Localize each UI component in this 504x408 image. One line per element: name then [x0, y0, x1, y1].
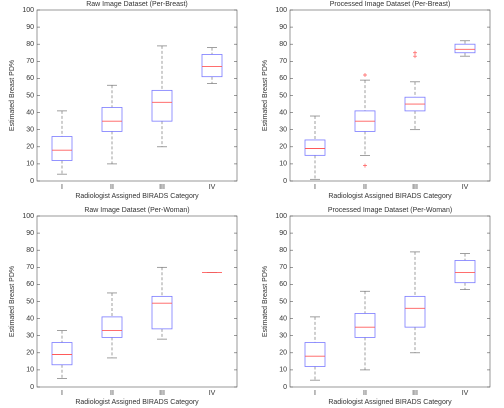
y-tick-label: 100 [22, 213, 34, 220]
box [201, 54, 223, 78]
y-tick-label: 60 [279, 75, 287, 82]
y-axis-label: Estimated Breast PD% [262, 60, 269, 131]
y-tick-label: 0 [283, 178, 287, 185]
x-tick-label: IV [462, 390, 469, 397]
y-tick-label: 10 [26, 367, 34, 374]
box [101, 107, 123, 132]
y-tick-label: 70 [26, 58, 34, 65]
y-tick-label: 0 [30, 384, 34, 391]
x-axis-label: Radiologist Assigned BIRADS Category [328, 193, 452, 200]
outlier [413, 54, 417, 59]
box [304, 342, 326, 367]
box [51, 136, 73, 161]
x-axis-label: Radiologist Assigned BIRADS Category [75, 399, 199, 406]
y-tick-label: 10 [279, 161, 287, 168]
subplot: Raw Image Dataset (Per-Breast) Radiologis… [9, 1, 238, 200]
y-axis-label: Estimated Breast PD% [9, 60, 16, 131]
x-tick-label: IV [462, 184, 469, 191]
y-tick-label: 70 [279, 264, 287, 271]
x-tick-label: III [159, 390, 165, 397]
y-tick-label: 40 [26, 315, 34, 322]
subplot: Raw Image Dataset (Per-Woman) Radiologist… [9, 207, 238, 406]
box [354, 313, 376, 338]
y-axis-label: Estimated Breast PD% [9, 266, 16, 337]
x-tick-label: I [314, 390, 316, 397]
y-tick-label: 90 [279, 24, 287, 31]
subplot: Processed Image Dataset (Per-Woman) Radio… [262, 207, 491, 406]
x-tick-label: I [61, 390, 63, 397]
y-tick-label: 40 [26, 109, 34, 116]
y-tick-label: 80 [279, 247, 287, 254]
y-tick-label: 100 [275, 213, 287, 220]
box [404, 295, 426, 328]
y-tick-label: 90 [26, 230, 34, 237]
y-tick-label: 20 [26, 144, 34, 151]
x-axis-label: Radiologist Assigned BIRADS Category [75, 193, 199, 200]
outlier [363, 163, 367, 168]
y-tick-label: 60 [26, 281, 34, 288]
box [454, 43, 476, 54]
y-tick-label: 50 [26, 298, 34, 305]
box [151, 295, 173, 330]
y-tick-label: 40 [279, 109, 287, 116]
y-tick-label: 30 [26, 127, 34, 134]
plot-area [36, 9, 238, 182]
box [454, 260, 476, 284]
y-tick-label: 80 [26, 41, 34, 48]
y-tick-label: 30 [279, 333, 287, 340]
y-tick-label: 60 [279, 281, 287, 288]
y-tick-label: 70 [279, 58, 287, 65]
chart-title: Processed Image Dataset (Per-Woman) [328, 207, 452, 214]
y-tick-label: 20 [26, 350, 34, 357]
y-tick-label: 0 [283, 384, 287, 391]
y-tick-label: 40 [279, 315, 287, 322]
y-tick-label: 10 [279, 367, 287, 374]
y-tick-label: 100 [275, 7, 287, 14]
box [101, 316, 123, 338]
x-tick-label: II [363, 184, 367, 191]
x-tick-label: I [314, 184, 316, 191]
y-tick-label: 80 [279, 41, 287, 48]
y-tick-label: 10 [26, 161, 34, 168]
plot-area [289, 215, 491, 388]
y-tick-label: 70 [26, 264, 34, 271]
y-tick-label: 90 [279, 230, 287, 237]
y-tick-label: 30 [26, 333, 34, 340]
outlier [413, 50, 417, 55]
plot-area [36, 215, 238, 388]
y-tick-label: 50 [26, 92, 34, 99]
y-tick-label: 30 [279, 127, 287, 134]
y-tick-label: 20 [279, 350, 287, 357]
x-axis-label: Radiologist Assigned BIRADS Category [328, 399, 452, 406]
plot-area [289, 9, 491, 182]
y-tick-label: 50 [279, 298, 287, 305]
x-tick-label: III [159, 184, 165, 191]
outlier [363, 72, 367, 77]
box [151, 89, 173, 122]
x-tick-label: I [61, 184, 63, 191]
x-tick-label: III [412, 184, 418, 191]
subplot: Processed Image Dataset (Per-Breast) Radi… [262, 1, 491, 200]
y-axis-label: Estimated Breast PD% [262, 266, 269, 337]
y-tick-label: 0 [30, 178, 34, 185]
chart-title: Raw Image Dataset (Per-Woman) [84, 207, 189, 214]
chart-title: Raw Image Dataset (Per-Breast) [86, 1, 188, 8]
y-tick-label: 50 [279, 92, 287, 99]
y-tick-label: 20 [279, 144, 287, 151]
y-tick-label: 100 [22, 7, 34, 14]
y-tick-label: 80 [26, 247, 34, 254]
box [51, 342, 73, 366]
x-tick-label: IV [209, 184, 216, 191]
x-tick-label: III [412, 390, 418, 397]
x-tick-label: IV [209, 390, 216, 397]
x-tick-label: II [110, 390, 114, 397]
x-tick-label: II [110, 184, 114, 191]
box [304, 139, 326, 156]
chart-title: Processed Image Dataset (Per-Breast) [330, 1, 451, 8]
x-tick-label: II [363, 390, 367, 397]
y-tick-label: 60 [26, 75, 34, 82]
y-tick-label: 90 [26, 24, 34, 31]
